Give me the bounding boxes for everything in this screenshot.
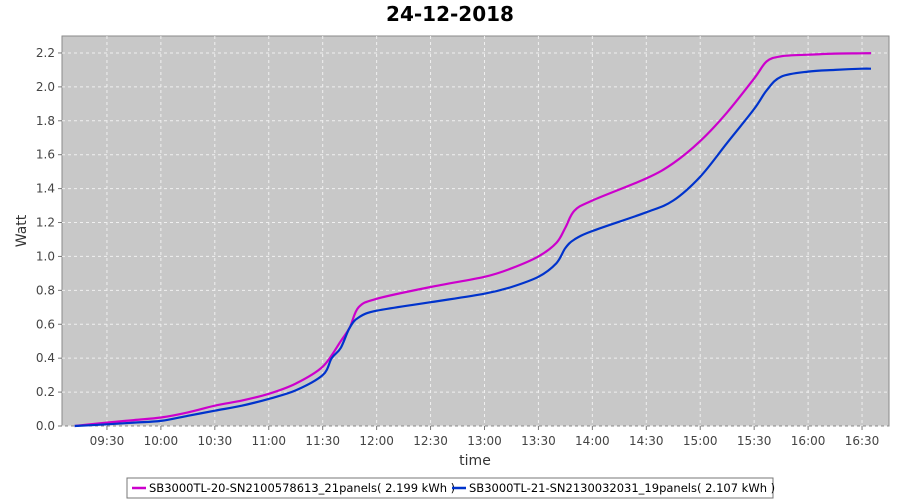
x-tick-label: 12:30 <box>413 434 448 448</box>
y-tick-label: 0.4 <box>36 351 55 365</box>
y-tick-label: 1.4 <box>36 182 55 196</box>
y-axis-label: Watt <box>14 214 30 247</box>
series-line-1 <box>74 52 872 428</box>
x-tick-label: 14:30 <box>629 434 664 448</box>
y-axis-ticks: 0.0 0.2 0.4 0.6 0.8 1.0 1.2 1.4 1.6 1.8 2.0 2.2 <box>36 46 62 433</box>
x-tick-label: 12:00 <box>359 434 394 448</box>
y-tick-label: 1.6 <box>36 148 55 162</box>
x-tick-label: 13:00 <box>467 434 502 448</box>
plot-area <box>61 35 890 427</box>
y-tick-label: 0.2 <box>36 385 55 399</box>
x-tick-label: 11:00 <box>251 434 286 448</box>
legend-box <box>126 477 774 499</box>
x-tick-label: 16:00 <box>791 434 826 448</box>
x-tick-label: 10:00 <box>144 434 179 448</box>
y-tick-label: 0.8 <box>36 283 55 297</box>
chart-title: 24-12-2018 <box>386 2 514 26</box>
y-tick-label: 0.6 <box>36 317 55 331</box>
x-tick-label: 15:30 <box>737 434 772 448</box>
y-tick-label: 1.0 <box>36 249 55 263</box>
legend-label-2: SB3000TL-21-SN2130032031_19panels( 2.107… <box>469 481 775 495</box>
y-tick-label: 2.2 <box>36 46 55 60</box>
y-tick-label: 2.0 <box>36 80 55 94</box>
y-tick-label: 1.2 <box>36 216 55 230</box>
y-tick-label: 1.8 <box>36 114 55 128</box>
y-tick-label: 0.0 <box>36 419 55 433</box>
x-tick-label: 15:00 <box>683 434 718 448</box>
x-tick-label: 09:30 <box>90 434 125 448</box>
x-tick-label: 16:30 <box>845 434 880 448</box>
series-line-2 <box>74 67 872 428</box>
x-axis-ticks: 09:30 10:00 10:30 11:00 11:30 12:00 12:30 13:00… <box>90 426 880 448</box>
series-lines <box>74 52 872 428</box>
x-tick-label: 11:30 <box>305 434 340 448</box>
x-tick-label: 13:30 <box>521 434 556 448</box>
chart-legend: SB3000TL-20-SN2100578613_21panels( 2.199… <box>126 477 775 499</box>
x-axis-label: time <box>459 453 491 469</box>
legend-label-1: SB3000TL-20-SN2100578613_21panels( 2.199… <box>149 481 455 495</box>
grid-lines <box>62 36 889 427</box>
x-tick-label: 10:30 <box>198 434 233 448</box>
x-tick-label: 14:00 <box>575 434 610 448</box>
